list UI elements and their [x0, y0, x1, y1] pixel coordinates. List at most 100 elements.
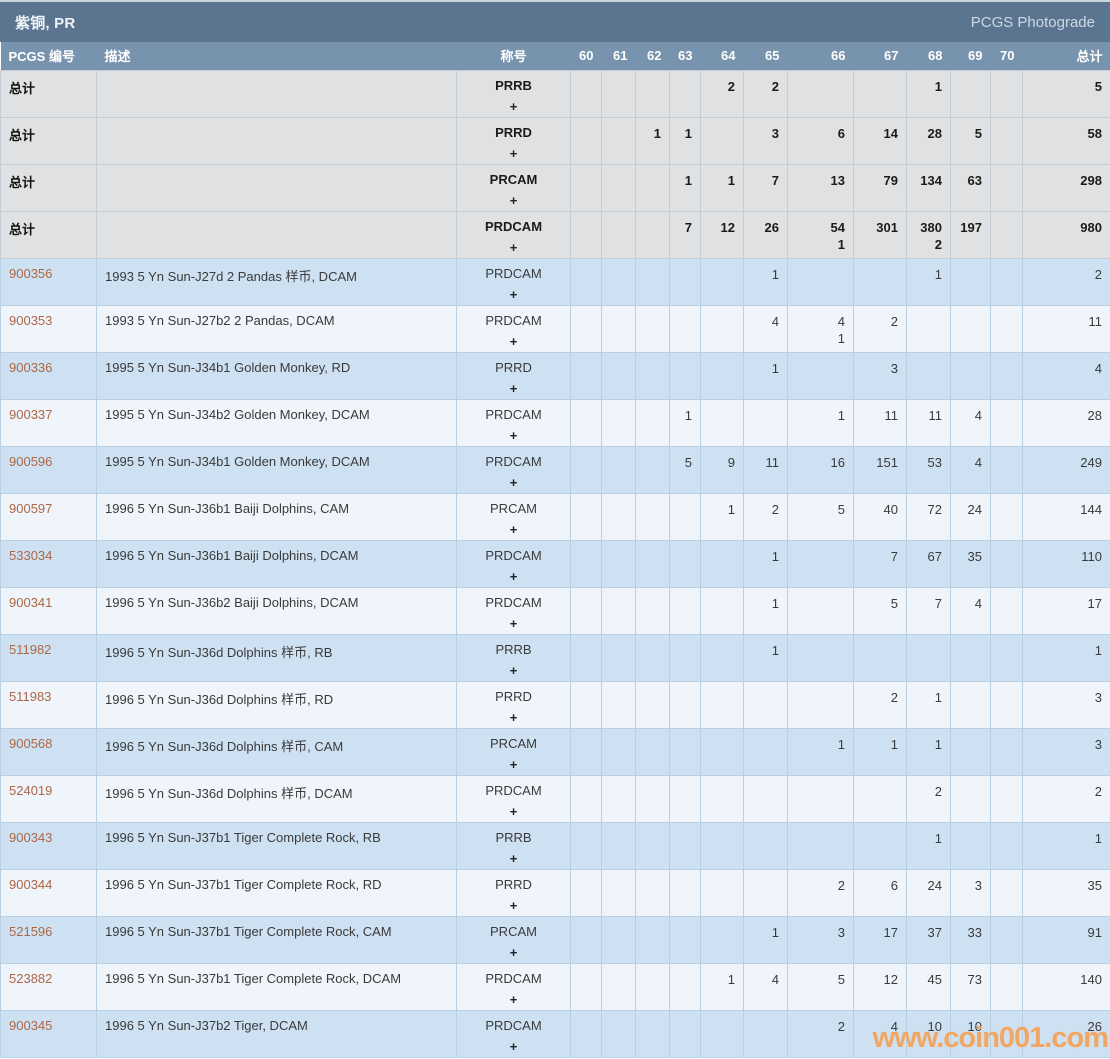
- pcgs-number-link[interactable]: 524019: [9, 782, 53, 798]
- grade-67-cell: 2: [853, 304, 907, 353]
- designation-code: PRDCAM: [485, 594, 542, 610]
- pcgs-number-link[interactable]: 900597: [9, 500, 53, 516]
- grade-69-cell: 35: [950, 539, 991, 588]
- grade-66-cell: 13: [787, 163, 854, 212]
- grade-67-cell: [853, 821, 907, 870]
- grade-63-cell: [669, 586, 701, 635]
- photograde-link[interactable]: PCGS Photograde: [970, 13, 1095, 31]
- designation-plus: +: [509, 944, 518, 960]
- grade-67-cell: 7: [853, 539, 907, 588]
- designation-cell: PRRB +: [456, 69, 571, 118]
- designation-code: PRRB: [495, 77, 532, 93]
- table-row: 524019 1996 5 Yn Sun-J36d Dolphins 样币, DC…: [0, 774, 1110, 823]
- grade-65-cell: 1: [743, 586, 788, 635]
- grade-62-cell: [635, 163, 670, 212]
- grade-66-cell: 6: [787, 116, 854, 165]
- grade-62-cell: [635, 586, 670, 635]
- pcgs-number-link[interactable]: 511982: [9, 641, 52, 657]
- grade-67-cell: 2: [853, 680, 907, 729]
- grade-65-cell: [743, 774, 788, 823]
- grade-70-cell: [990, 774, 1023, 823]
- grade-63-cell: [669, 633, 701, 682]
- grade-61-cell: [601, 1009, 636, 1058]
- pcgs-number-link[interactable]: 900343: [9, 829, 53, 845]
- grade-66-cell: 2: [787, 1009, 854, 1058]
- titlebar: 紫铜, PR PCGS Photograde: [0, 2, 1110, 42]
- grade-64-cell: 1: [700, 163, 744, 212]
- table-row: 511983 1996 5 Yn Sun-J36d Dolphins 样币, RD…: [0, 680, 1110, 729]
- total-cell: 298: [1022, 163, 1110, 212]
- summary-row: 总计 PRRD +1 1 3 6 14 28 5 58: [0, 116, 1110, 165]
- grade-60-cell: [570, 727, 602, 776]
- pcgs-number-link[interactable]: 900341: [9, 594, 53, 610]
- grade-65-cell: [743, 727, 788, 776]
- grade-65-cell: 4: [743, 962, 788, 1011]
- pcgs-number-link[interactable]: 900353: [9, 312, 53, 328]
- pcgs-number-link[interactable]: 900337: [9, 406, 53, 422]
- pcgs-number-link[interactable]: 900336: [9, 359, 53, 375]
- pcgs-number-link[interactable]: 900344: [9, 876, 53, 892]
- grade-64-cell: 2: [700, 69, 744, 118]
- grade-69-cell: 4: [950, 398, 991, 447]
- grade-68-cell: 380 2: [906, 210, 951, 259]
- grade-70-cell: [990, 1009, 1023, 1058]
- description-cell: 1996 5 Yn Sun-J37b1 Tiger Complete Rock,…: [96, 821, 457, 870]
- column-header-grade-70: 70: [1000, 48, 1015, 64]
- total-cell: 91: [1022, 915, 1110, 964]
- total-cell: 249: [1022, 445, 1110, 494]
- grade-63-cell: 1: [669, 163, 701, 212]
- grade-64-cell: [700, 1009, 744, 1058]
- grade-61-cell: [601, 210, 636, 259]
- designation-cell: PRCAM +: [456, 727, 571, 776]
- description-cell: [96, 69, 457, 118]
- designation-plus: +: [509, 662, 518, 678]
- designation-plus: +: [509, 286, 518, 302]
- grade-66-cell: 5: [787, 492, 854, 541]
- total-cell: 980: [1022, 210, 1110, 259]
- designation-plus: +: [509, 991, 518, 1007]
- grade-64-cell: [700, 868, 744, 917]
- designation-plus: +: [509, 192, 518, 208]
- column-header-grade-68: 68: [928, 48, 943, 64]
- pcgs-number-link[interactable]: 900356: [9, 265, 53, 281]
- table-row: 900356 1993 5 Yn Sun-J27d 2 Pandas 样币, DC…: [0, 257, 1110, 306]
- grade-67-cell: [853, 257, 907, 306]
- designation-code: PRRD: [495, 124, 532, 140]
- designation-code: PRRB: [495, 641, 532, 657]
- column-header-grade-64: 64: [721, 48, 736, 64]
- grade-63-cell: [669, 727, 701, 776]
- designation-cell: PRDCAM +: [456, 304, 571, 353]
- grade-65-cell: 1: [743, 539, 788, 588]
- grade-64-cell: [700, 257, 744, 306]
- grade-66-cell: 3: [787, 915, 854, 964]
- designation-plus: +: [509, 521, 518, 537]
- table-body: 总计 PRRB +2 2 1 5 总计 PRRD +1 1 3 6 14 28 5 58 总计 PRCAM +1 1 7…: [0, 69, 1110, 1058]
- pcgs-number-link[interactable]: 521596: [9, 923, 53, 939]
- pcgs-number-link[interactable]: 900596: [9, 453, 53, 469]
- grade-61-cell: [601, 868, 636, 917]
- grade-62-cell: [635, 821, 670, 870]
- pcgs-number-cell: 511982: [0, 633, 97, 682]
- description-cell: 1996 5 Yn Sun-J36b1 Baiji Dolphins, DCAM: [96, 539, 457, 588]
- grade-67-cell: 17: [853, 915, 907, 964]
- grade-62-cell: [635, 868, 670, 917]
- grade-67-cell: 12: [853, 962, 907, 1011]
- pcgs-number-link[interactable]: 900568: [9, 735, 53, 751]
- pcgs-number-link[interactable]: 511983: [9, 688, 52, 704]
- designation-code: PRRD: [495, 876, 532, 892]
- total-cell: 2: [1022, 257, 1110, 306]
- grade-60-cell: [570, 116, 602, 165]
- grade-70-cell: [990, 868, 1023, 917]
- designation-plus: +: [509, 709, 518, 725]
- grade-63-cell: 1: [669, 398, 701, 447]
- grade-61-cell: [601, 492, 636, 541]
- pcgs-number-cell: 900597: [0, 492, 97, 541]
- pcgs-number-cell: 900353: [0, 304, 97, 353]
- grade-69-cell: [950, 69, 991, 118]
- pcgs-number-link[interactable]: 900345: [9, 1017, 53, 1033]
- grade-69-cell: 24: [950, 492, 991, 541]
- pcgs-number-link[interactable]: 533034: [9, 547, 53, 563]
- pcgs-number-cell: 533034: [0, 539, 97, 588]
- grade-68-cell: 1: [906, 257, 951, 306]
- pcgs-number-link[interactable]: 523882: [9, 970, 53, 986]
